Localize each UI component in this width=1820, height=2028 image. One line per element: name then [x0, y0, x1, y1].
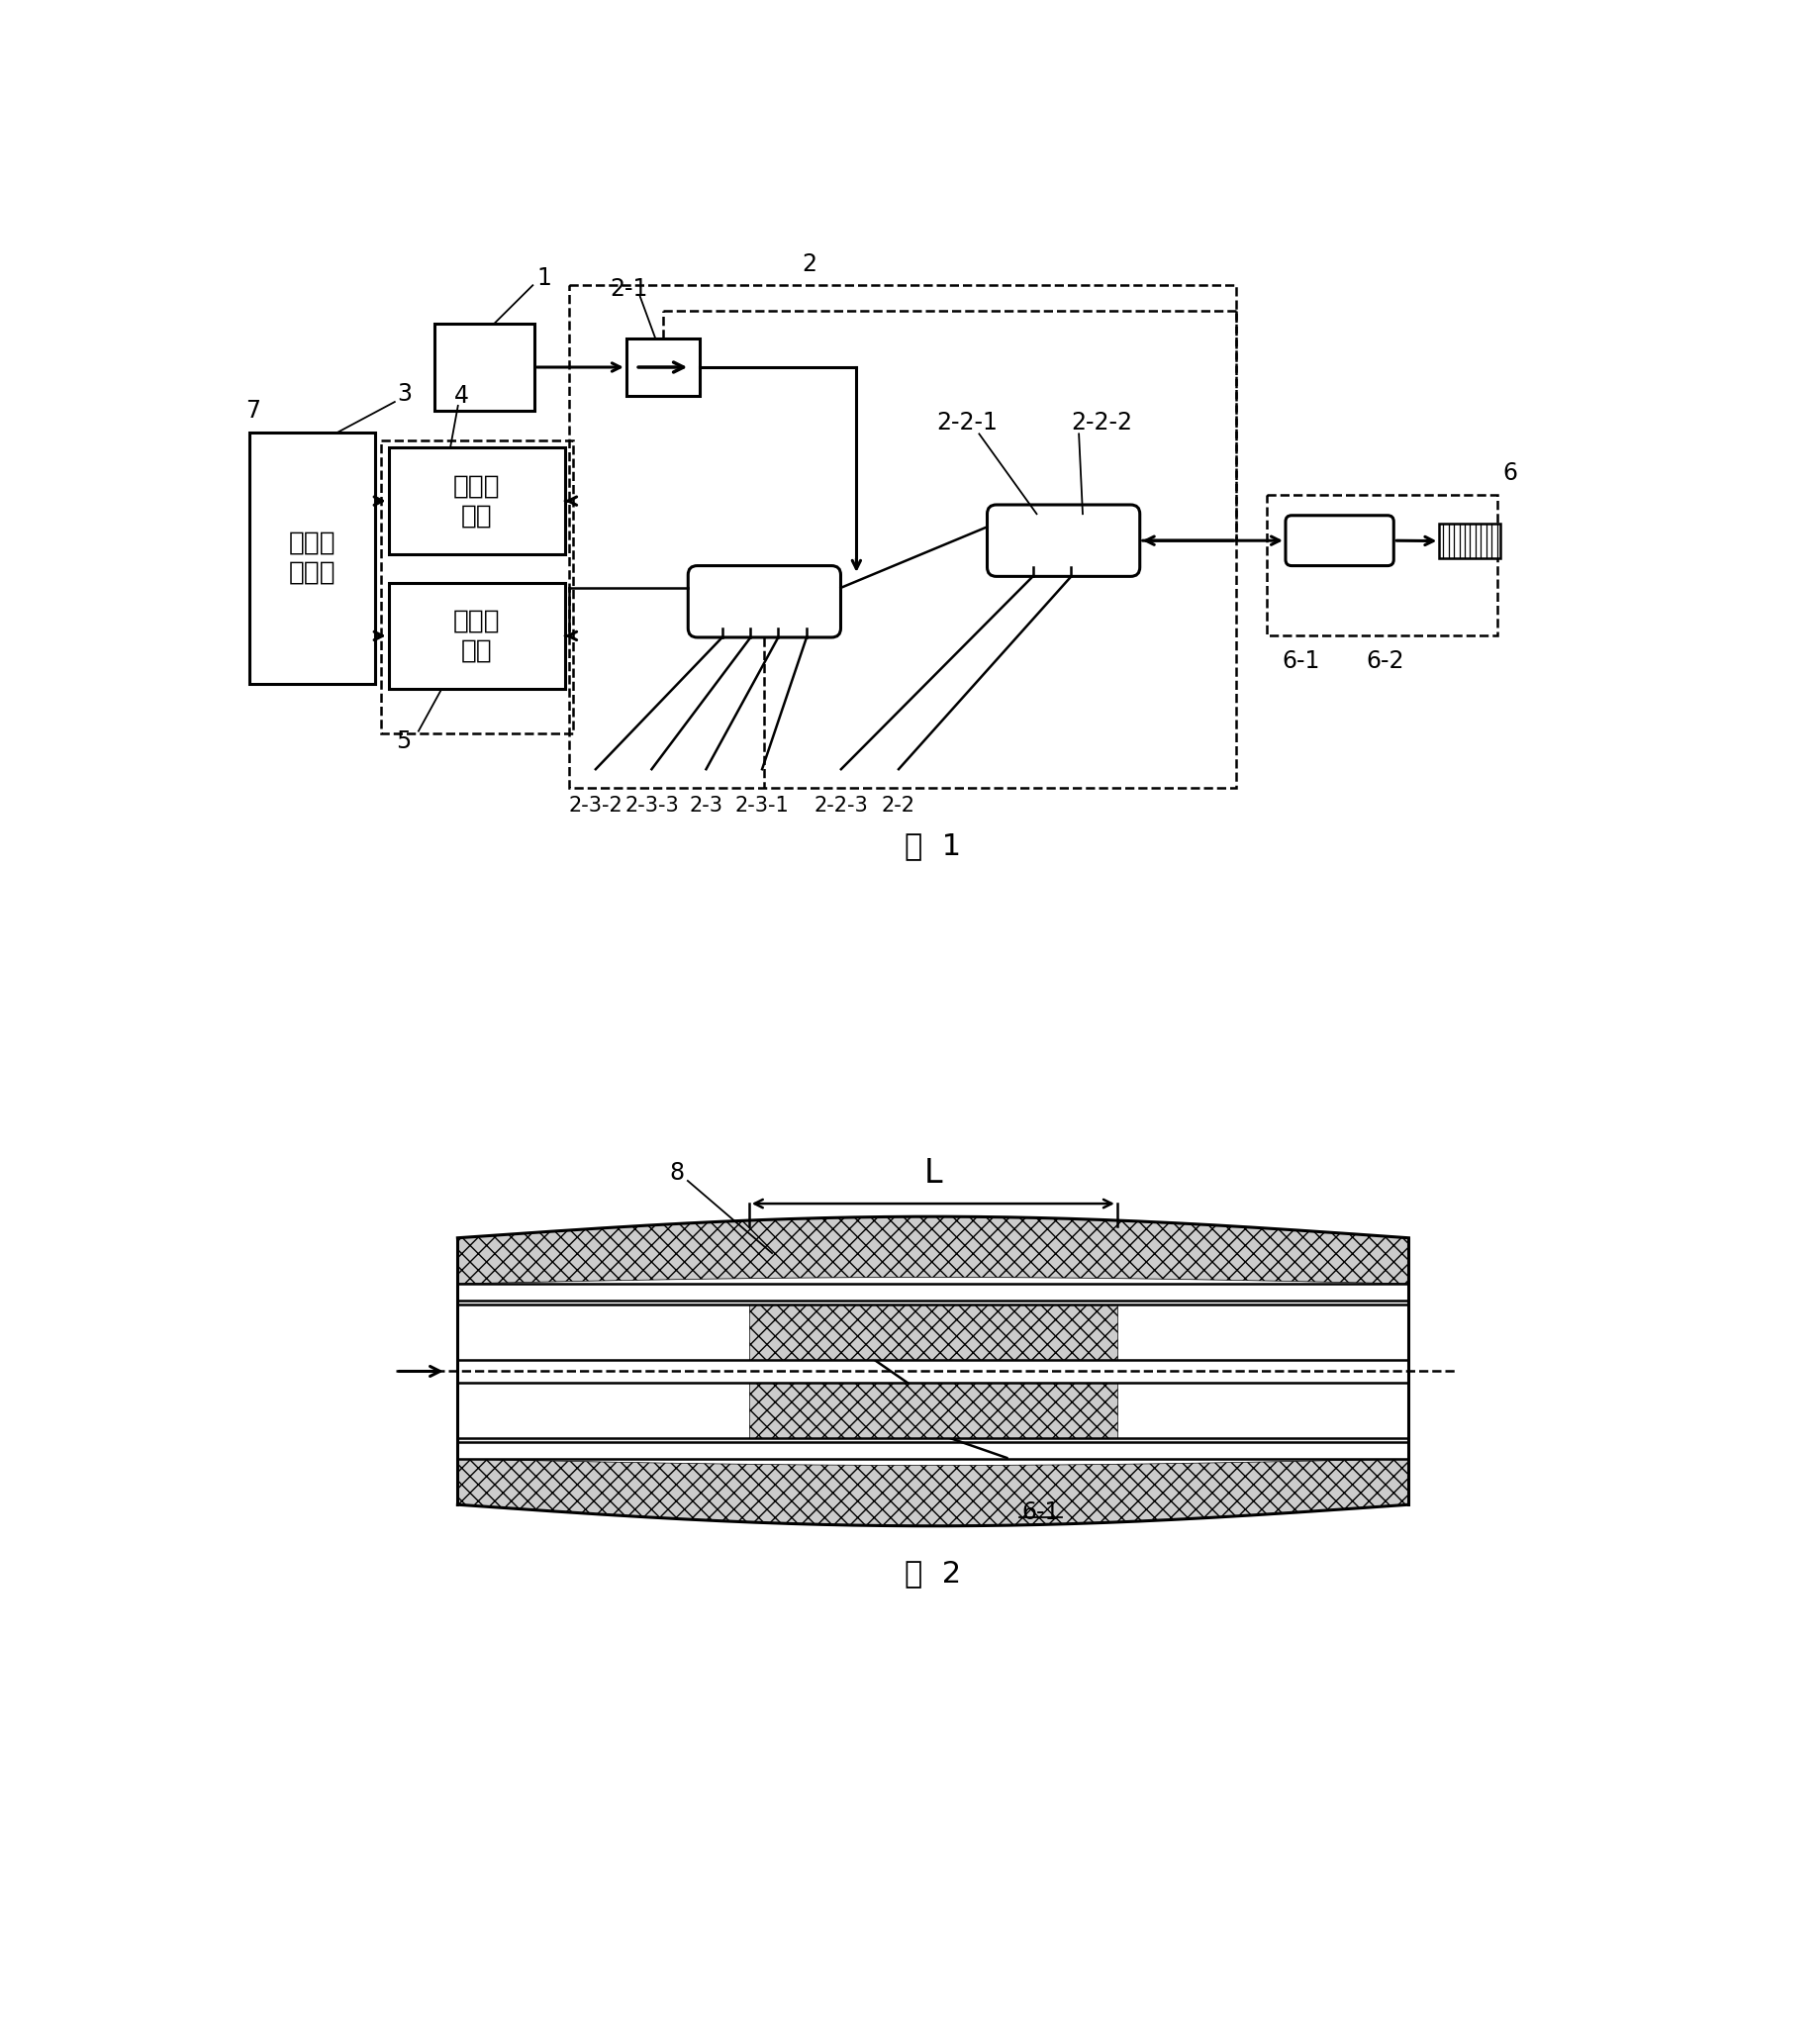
- Bar: [1440, 523, 1502, 558]
- Text: 2-2-2: 2-2-2: [1072, 410, 1132, 434]
- Text: 2-2-1: 2-2-1: [937, 410, 997, 434]
- Bar: [750, 1383, 1117, 1438]
- Text: 图  2: 图 2: [905, 1560, 961, 1588]
- Text: 1: 1: [537, 266, 551, 290]
- Bar: [626, 339, 699, 395]
- FancyBboxPatch shape: [688, 566, 841, 637]
- Bar: [570, 286, 1236, 789]
- Bar: [380, 440, 573, 734]
- Bar: [388, 582, 564, 690]
- Text: 2-3-3: 2-3-3: [624, 795, 679, 815]
- Text: 图  1: 图 1: [905, 831, 961, 860]
- Text: 2-2: 2-2: [883, 795, 915, 815]
- Bar: [1267, 495, 1496, 637]
- Text: 5: 5: [395, 730, 411, 752]
- Bar: [750, 1304, 1117, 1361]
- Text: 7: 7: [246, 400, 260, 424]
- FancyBboxPatch shape: [1285, 515, 1394, 566]
- Text: 6: 6: [1503, 462, 1518, 485]
- Text: 2-3-1: 2-3-1: [735, 795, 790, 815]
- Text: 激光功
率仪: 激光功 率仪: [453, 608, 501, 663]
- Text: 2-3: 2-3: [690, 795, 723, 815]
- FancyBboxPatch shape: [986, 505, 1139, 576]
- Text: L: L: [925, 1158, 943, 1190]
- Text: 信号处
理系统: 信号处 理系统: [289, 531, 337, 586]
- Bar: [249, 432, 375, 683]
- Text: 2: 2: [803, 251, 817, 276]
- Bar: [435, 322, 535, 412]
- Bar: [457, 1442, 1409, 1458]
- Polygon shape: [457, 1458, 1409, 1525]
- Text: 2-3-2: 2-3-2: [568, 795, 622, 815]
- Polygon shape: [457, 1217, 1409, 1284]
- Text: 3: 3: [397, 383, 411, 406]
- Text: 6-1: 6-1: [1021, 1501, 1059, 1525]
- Bar: [457, 1284, 1409, 1300]
- Text: 2-1: 2-1: [610, 278, 648, 300]
- Text: 8: 8: [670, 1162, 684, 1184]
- Bar: [457, 1300, 1409, 1442]
- Text: 4: 4: [455, 383, 470, 408]
- Text: 2-2-3: 2-2-3: [814, 795, 868, 815]
- Polygon shape: [457, 1217, 1409, 1284]
- Text: 光栅解
调仪: 光栅解 调仪: [453, 473, 501, 529]
- Polygon shape: [457, 1217, 1409, 1525]
- Bar: [388, 448, 564, 554]
- Text: 6-1: 6-1: [1281, 649, 1320, 673]
- Text: 6-2: 6-2: [1367, 649, 1405, 673]
